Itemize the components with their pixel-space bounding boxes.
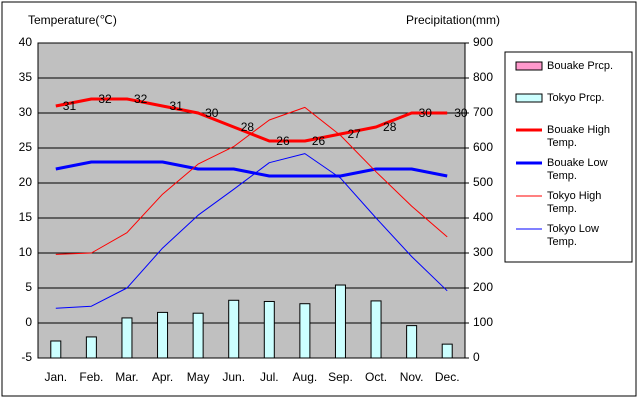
x-tick-label: Mar. (115, 370, 138, 384)
bar (441, 343, 453, 359)
y2-tick-label: 0 (473, 350, 480, 364)
legend-label: Bouake Low Temp. (547, 157, 608, 182)
y-tick-label: 5 (25, 280, 32, 294)
y2-tick-label: 400 (473, 210, 493, 224)
line (55, 97, 448, 143)
y2-tick-label: 200 (473, 280, 493, 294)
y-tick-label: 0 (25, 315, 32, 329)
line (55, 153, 448, 309)
bar (406, 325, 418, 359)
legend-label: Bouake High Temp. (547, 124, 610, 149)
data-label: 28 (383, 120, 397, 134)
y2-tick-label: 600 (473, 140, 493, 154)
data-label: 31 (63, 99, 77, 113)
x-tick-label: May (187, 370, 210, 384)
y2-tick-label: 700 (473, 105, 493, 119)
data-label: 28 (241, 120, 255, 134)
y-tick-label: 35 (19, 70, 33, 84)
line (55, 106, 448, 255)
x-tick-label: Nov. (400, 370, 424, 384)
x-tick-label: Jun. (222, 370, 245, 384)
y-axis-title: Temperature(℃) (28, 13, 117, 27)
data-label: 31 (170, 99, 184, 113)
bar (85, 336, 97, 359)
x-tick-label: Apr. (152, 370, 173, 384)
data-label: 30 (454, 106, 468, 120)
y2-tick-label: 800 (473, 70, 493, 84)
y-tick-label: 20 (19, 175, 33, 189)
legend-label: Bouake Prcp. (547, 60, 613, 72)
legend-swatch (515, 93, 543, 103)
plot-area (37, 42, 466, 359)
data-label: 32 (98, 92, 112, 106)
bar (157, 311, 169, 359)
x-tick-label: Jul. (260, 370, 279, 384)
y-tick-label: 30 (19, 105, 33, 119)
y2-axis-title: Precipitation(mm) (406, 13, 500, 27)
x-tick-label: Aug. (293, 370, 318, 384)
bar (121, 317, 133, 359)
x-tick-label: Dec. (435, 370, 460, 384)
data-label: 27 (347, 127, 361, 141)
legend-swatch (515, 61, 543, 71)
data-label: 30 (205, 106, 219, 120)
line (55, 160, 448, 178)
data-label: 30 (419, 106, 433, 120)
bar (299, 303, 311, 359)
bar (370, 300, 382, 359)
y-tick-label: 10 (19, 245, 33, 259)
x-tick-label: Feb. (79, 370, 103, 384)
y2-tick-label: 500 (473, 175, 493, 189)
bar (263, 300, 275, 359)
y2-tick-label: 300 (473, 245, 493, 259)
legend-box (504, 51, 633, 263)
legend-label: Tokyo Low Temp. (547, 223, 599, 248)
bar (228, 299, 240, 359)
legend: Bouake Prcp. Tokyo Prcp. Bouake High Temp. B… (515, 60, 613, 248)
bar (50, 340, 62, 359)
y-tick-label: 40 (19, 35, 33, 49)
y-tick-label: -5 (21, 350, 32, 364)
bar (192, 312, 204, 359)
legend-label: Tokyo High Temp. (547, 190, 601, 215)
x-tick-label: Oct. (365, 370, 387, 384)
y2-tick-label: 100 (473, 315, 493, 329)
y2-tick-label: 900 (473, 35, 493, 49)
bar (334, 284, 346, 359)
y-tick-label: 25 (19, 140, 33, 154)
x-tick-label: Sep. (328, 370, 353, 384)
data-label: 26 (312, 134, 326, 148)
data-label: 32 (134, 92, 148, 106)
x-tick-label: Jan. (44, 370, 67, 384)
data-label: 26 (276, 134, 290, 148)
legend-label: Tokyo Prcp. (547, 92, 604, 104)
y-tick-label: 15 (19, 210, 33, 224)
